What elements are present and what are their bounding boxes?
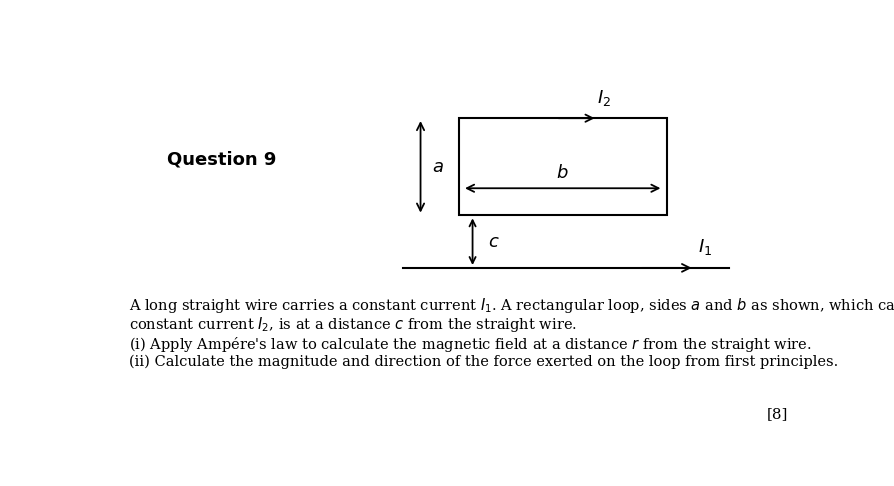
Text: A long straight wire carries a constant current $I_1$. A rectangular loop, sides: A long straight wire carries a constant …: [129, 296, 894, 315]
Text: $c$: $c$: [487, 233, 499, 251]
Text: $a$: $a$: [432, 158, 443, 176]
Text: $I_2$: $I_2$: [596, 87, 611, 107]
Text: $I_1$: $I_1$: [697, 237, 712, 257]
Text: [8]: [8]: [766, 407, 788, 421]
Text: Question 9: Question 9: [167, 150, 276, 168]
Text: constant current $I_2$, is at a distance $c$ from the straight wire.: constant current $I_2$, is at a distance…: [129, 315, 577, 334]
Text: $b$: $b$: [556, 164, 569, 182]
Text: (i) Apply Ampére's law to calculate the magnetic field at a distance $r$ from th: (i) Apply Ampére's law to calculate the …: [129, 335, 811, 354]
Text: (ii) Calculate the magnitude and direction of the force exerted on the loop from: (ii) Calculate the magnitude and directi…: [129, 354, 838, 369]
Bar: [458, 118, 666, 215]
